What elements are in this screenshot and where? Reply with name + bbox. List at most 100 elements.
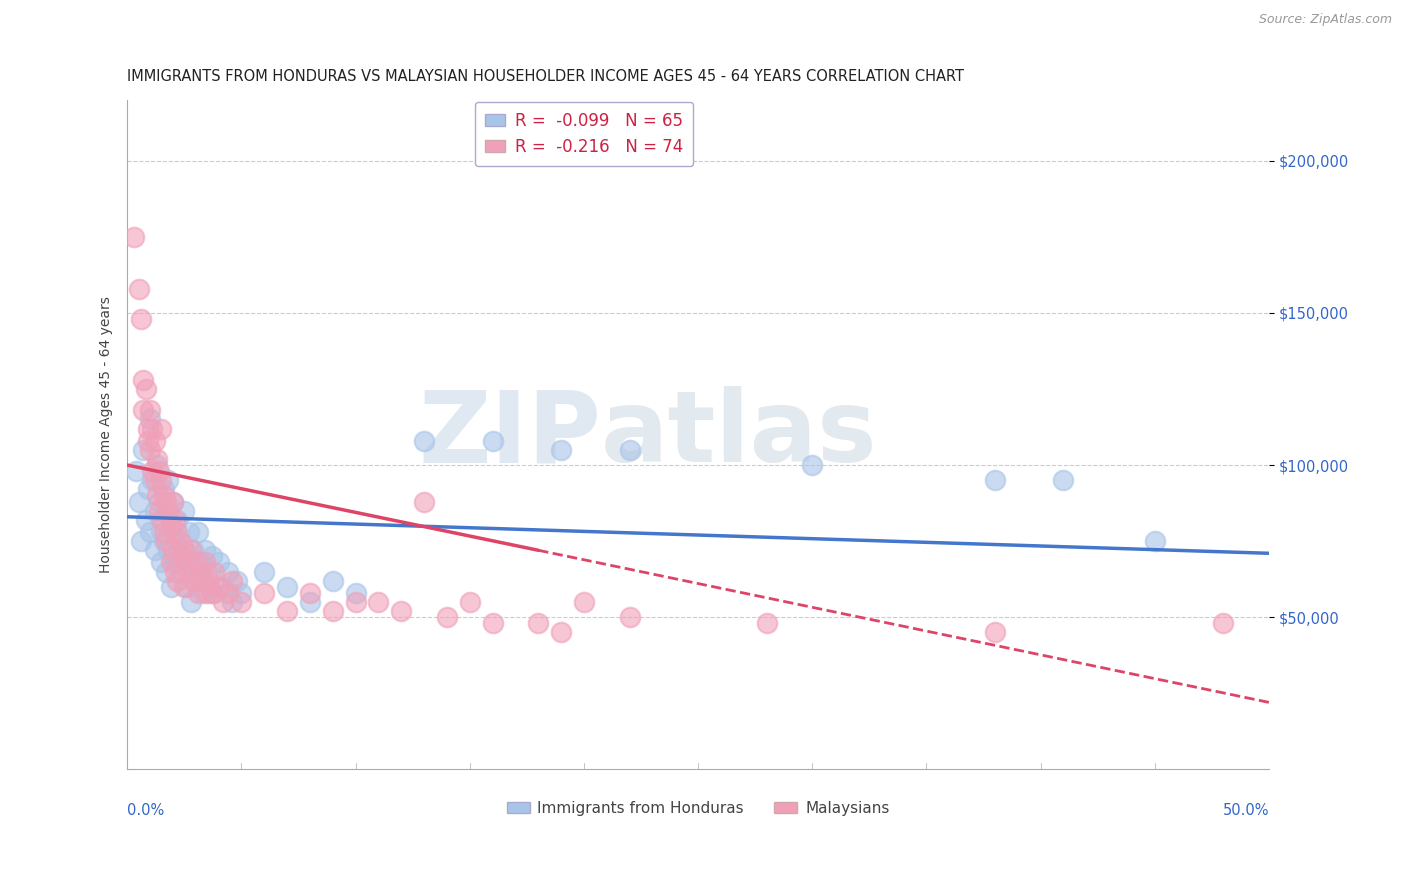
Point	[183, 543, 205, 558]
Point	[550, 442, 572, 457]
Point	[150, 524, 173, 539]
Point	[152, 524, 174, 539]
Point	[212, 595, 235, 609]
Point	[125, 464, 148, 478]
Point	[146, 452, 169, 467]
Point	[132, 442, 155, 457]
Point	[207, 580, 229, 594]
Point	[143, 543, 166, 558]
Point	[177, 565, 200, 579]
Point	[180, 595, 202, 609]
Point	[162, 543, 184, 558]
Point	[217, 565, 239, 579]
Point	[128, 494, 150, 508]
Point	[150, 513, 173, 527]
Text: ZIP: ZIP	[418, 386, 600, 483]
Point	[155, 565, 177, 579]
Point	[132, 373, 155, 387]
Point	[225, 574, 247, 588]
Point	[165, 565, 187, 579]
Point	[139, 403, 162, 417]
Point	[143, 504, 166, 518]
Point	[619, 610, 641, 624]
Point	[166, 524, 188, 539]
Point	[191, 586, 214, 600]
Point	[1143, 534, 1166, 549]
Point	[139, 524, 162, 539]
Point	[159, 580, 181, 594]
Point	[253, 586, 276, 600]
Point	[159, 519, 181, 533]
Point	[207, 556, 229, 570]
Point	[146, 488, 169, 502]
Point	[202, 586, 225, 600]
Text: Source: ZipAtlas.com: Source: ZipAtlas.com	[1258, 13, 1392, 27]
Point	[129, 534, 152, 549]
Text: IMMIGRANTS FROM HONDURAS VS MALAYSIAN HOUSEHOLDER INCOME AGES 45 - 64 YEARS CORR: IMMIGRANTS FROM HONDURAS VS MALAYSIAN HO…	[128, 69, 965, 84]
Point	[276, 604, 298, 618]
Point	[984, 473, 1007, 487]
Point	[184, 556, 207, 570]
Point	[162, 494, 184, 508]
Point	[1212, 616, 1234, 631]
Point	[152, 534, 174, 549]
Point	[801, 458, 824, 472]
Point	[176, 556, 198, 570]
Point	[212, 580, 235, 594]
Point	[157, 543, 180, 558]
Point	[188, 556, 211, 570]
Point	[159, 556, 181, 570]
Point	[162, 549, 184, 564]
Point	[162, 494, 184, 508]
Point	[134, 513, 156, 527]
Point	[166, 556, 188, 570]
Point	[389, 604, 412, 618]
Point	[152, 483, 174, 497]
Point	[298, 595, 321, 609]
Point	[139, 412, 162, 426]
Point	[169, 534, 191, 549]
Point	[221, 595, 243, 609]
Point	[481, 616, 503, 631]
Point	[231, 586, 253, 600]
Point	[755, 616, 778, 631]
Point	[413, 494, 436, 508]
Point	[176, 580, 198, 594]
Y-axis label: Householder Income Ages 45 - 64 years: Householder Income Ages 45 - 64 years	[100, 296, 114, 573]
Point	[157, 504, 180, 518]
Point	[134, 382, 156, 396]
Point	[194, 543, 217, 558]
Point	[183, 574, 205, 588]
Point	[187, 524, 209, 539]
Point	[159, 519, 181, 533]
Point	[191, 574, 214, 588]
Point	[436, 610, 458, 624]
Point	[202, 565, 225, 579]
Point	[166, 574, 188, 588]
Point	[141, 473, 163, 487]
Point	[298, 586, 321, 600]
Point	[184, 574, 207, 588]
Point	[155, 504, 177, 518]
Point	[413, 434, 436, 448]
Point	[157, 473, 180, 487]
Point	[148, 504, 170, 518]
Point	[322, 574, 344, 588]
Point	[188, 565, 211, 579]
Legend: Immigrants from Honduras, Malaysians: Immigrants from Honduras, Malaysians	[501, 795, 896, 822]
Point	[170, 549, 193, 564]
Point	[194, 556, 217, 570]
Point	[139, 442, 162, 457]
Point	[150, 421, 173, 435]
Point	[367, 595, 389, 609]
Text: 0.0%: 0.0%	[128, 803, 165, 818]
Point	[619, 442, 641, 457]
Point	[458, 595, 481, 609]
Point	[173, 504, 195, 518]
Point	[122, 230, 145, 244]
Point	[173, 543, 195, 558]
Point	[177, 524, 200, 539]
Point	[198, 574, 221, 588]
Point	[180, 556, 202, 570]
Point	[217, 586, 239, 600]
